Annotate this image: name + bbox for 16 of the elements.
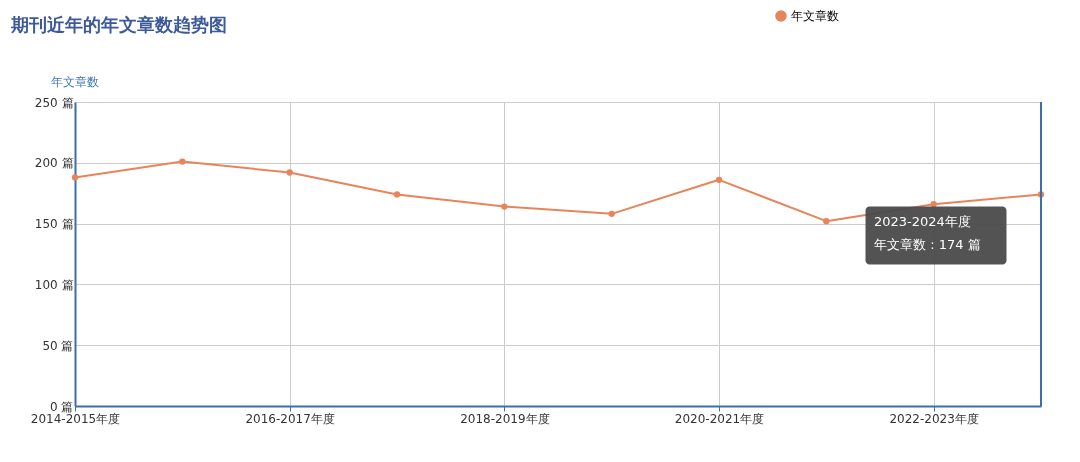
- x-tick-label: 2022-2023年度: [889, 411, 979, 426]
- legend-label: 年文章数: [791, 9, 839, 23]
- annotation: 年文章数 : 174 篇: [874, 237, 981, 253]
- x-tick-label: 2016-2017年度: [245, 411, 335, 426]
- chart-title: 期刊近年的年文章数趋势图: [10, 14, 227, 35]
- y-axis-title: 年文章数: [50, 74, 99, 89]
- y-tick-label: 250 篇: [34, 95, 74, 110]
- x-tick-label: 2018-2019年度: [460, 411, 550, 426]
- y-tick-label: 150 篇: [34, 217, 74, 232]
- y-tick-label: 50 篇: [42, 338, 74, 353]
- y-tick-label: 100 篇: [34, 277, 74, 292]
- y-tick-label: 200 篇: [34, 156, 74, 171]
- x-tick-label: 2020-2021年度: [674, 411, 765, 426]
- y-tick-label: 0 篇: [50, 399, 74, 414]
- x-tick-label: 2014-2015年度: [30, 411, 121, 426]
- annotation: 2023-2024年度: [874, 214, 971, 230]
